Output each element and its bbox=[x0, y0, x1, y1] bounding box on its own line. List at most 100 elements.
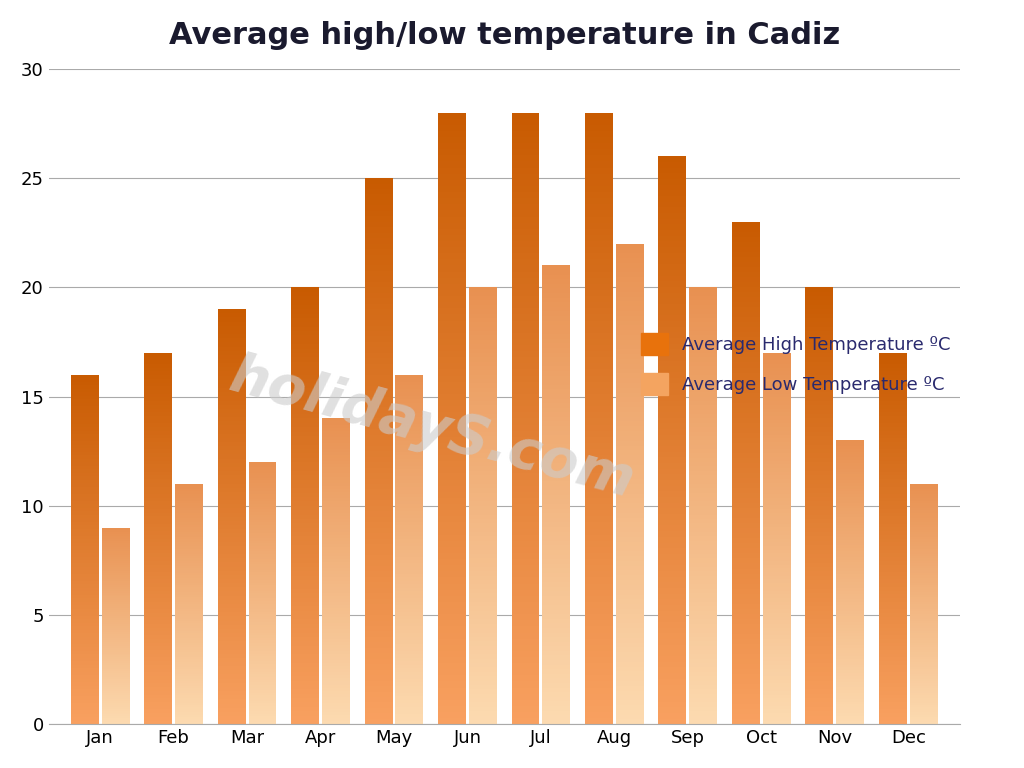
Bar bbox=[585, 198, 613, 204]
Bar bbox=[689, 432, 717, 436]
Bar bbox=[291, 593, 319, 598]
Bar bbox=[144, 598, 172, 602]
Bar bbox=[615, 647, 644, 652]
Bar bbox=[658, 230, 686, 236]
Bar bbox=[543, 339, 570, 343]
Bar bbox=[249, 561, 276, 564]
Bar bbox=[585, 345, 613, 351]
Bar bbox=[879, 568, 907, 572]
Bar bbox=[249, 525, 276, 528]
Bar bbox=[291, 720, 319, 724]
Bar bbox=[249, 496, 276, 499]
Bar bbox=[144, 457, 172, 461]
Bar bbox=[837, 667, 864, 670]
Bar bbox=[218, 666, 246, 670]
Bar bbox=[365, 489, 392, 495]
Bar bbox=[365, 266, 392, 271]
Bar bbox=[585, 578, 613, 584]
Bar bbox=[689, 510, 717, 515]
Bar bbox=[175, 602, 203, 604]
Bar bbox=[763, 479, 791, 483]
Bar bbox=[615, 575, 644, 580]
Bar bbox=[322, 419, 350, 422]
Bar bbox=[658, 520, 686, 525]
Bar bbox=[615, 407, 644, 412]
Bar bbox=[469, 690, 497, 694]
Bar bbox=[469, 453, 497, 458]
Bar bbox=[512, 314, 540, 320]
Bar bbox=[615, 628, 644, 633]
Bar bbox=[144, 494, 172, 498]
Bar bbox=[438, 504, 466, 510]
Bar bbox=[438, 571, 466, 578]
Bar bbox=[291, 707, 319, 711]
Bar bbox=[175, 631, 203, 633]
Bar bbox=[909, 677, 938, 679]
Bar bbox=[658, 662, 686, 667]
Bar bbox=[395, 658, 423, 661]
Bar bbox=[512, 614, 540, 621]
Bar bbox=[806, 558, 834, 563]
Bar bbox=[218, 455, 246, 458]
Bar bbox=[543, 458, 570, 463]
Bar bbox=[658, 702, 686, 707]
Bar bbox=[909, 547, 938, 549]
Bar bbox=[585, 260, 613, 266]
Bar bbox=[469, 379, 497, 383]
Bar bbox=[732, 262, 760, 267]
Bar bbox=[438, 492, 466, 498]
Bar bbox=[71, 424, 98, 427]
Bar bbox=[71, 647, 98, 651]
Bar bbox=[218, 550, 246, 554]
Bar bbox=[175, 660, 203, 662]
Bar bbox=[395, 623, 423, 627]
Bar bbox=[438, 406, 466, 412]
Bar bbox=[144, 368, 172, 372]
Bar bbox=[249, 674, 276, 677]
Bar bbox=[909, 520, 938, 522]
Bar bbox=[438, 621, 466, 627]
Bar bbox=[395, 588, 423, 591]
Bar bbox=[689, 453, 717, 458]
Bar bbox=[249, 598, 276, 601]
Bar bbox=[763, 398, 791, 401]
Bar bbox=[909, 647, 938, 650]
Bar bbox=[365, 222, 392, 227]
Bar bbox=[732, 468, 760, 473]
Bar bbox=[144, 643, 172, 647]
Bar bbox=[806, 584, 834, 589]
Bar bbox=[837, 693, 864, 696]
Bar bbox=[879, 579, 907, 583]
Bar bbox=[732, 609, 760, 614]
Bar bbox=[175, 637, 203, 641]
Bar bbox=[658, 485, 686, 492]
Bar bbox=[438, 400, 466, 406]
Bar bbox=[101, 681, 129, 683]
Bar bbox=[689, 440, 717, 445]
Bar bbox=[585, 339, 613, 345]
Bar bbox=[218, 322, 246, 326]
Bar bbox=[438, 602, 466, 608]
Bar bbox=[732, 498, 760, 503]
Bar bbox=[71, 668, 98, 672]
Bar bbox=[909, 566, 938, 568]
Bar bbox=[879, 368, 907, 372]
Bar bbox=[291, 571, 319, 576]
Bar bbox=[291, 611, 319, 615]
Bar bbox=[249, 713, 276, 717]
Bar bbox=[438, 706, 466, 712]
Bar bbox=[763, 505, 791, 509]
Bar bbox=[395, 539, 423, 542]
Bar bbox=[585, 394, 613, 400]
Bar bbox=[732, 649, 760, 654]
Bar bbox=[658, 162, 686, 167]
Bar bbox=[658, 617, 686, 622]
Bar bbox=[291, 436, 319, 440]
Bar bbox=[689, 633, 717, 637]
Bar bbox=[395, 682, 423, 686]
Bar bbox=[469, 318, 497, 323]
Bar bbox=[837, 574, 864, 577]
Bar bbox=[101, 634, 129, 636]
Bar bbox=[806, 628, 834, 633]
Bar bbox=[71, 644, 98, 647]
